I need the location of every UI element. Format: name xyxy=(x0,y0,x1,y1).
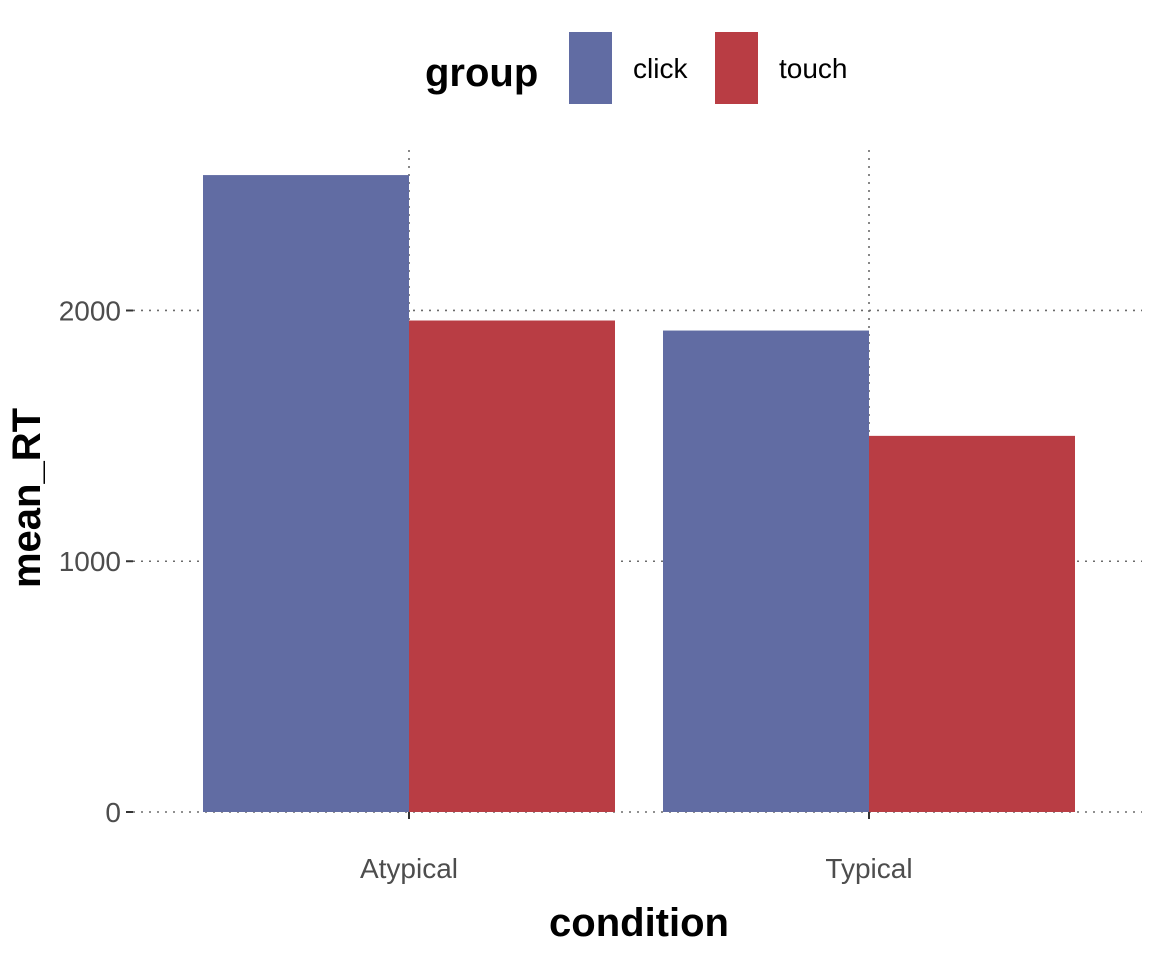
bar-touch-atypical xyxy=(409,320,615,812)
plot-panel xyxy=(133,150,1142,813)
y-tick-label: 2000 xyxy=(59,295,121,326)
legend-label-touch: touch xyxy=(779,53,848,84)
y-tick-label: 0 xyxy=(105,797,121,828)
legend-items: click touch xyxy=(569,32,848,104)
legend: group click touch xyxy=(425,32,848,104)
x-tick-label: Typical xyxy=(825,853,912,884)
legend-title: group xyxy=(425,51,538,95)
bar-click-typical xyxy=(663,330,869,812)
y-tick-label: 1000 xyxy=(59,546,121,577)
bars xyxy=(203,175,1075,813)
x-tick-label: Atypical xyxy=(360,853,458,884)
y-axis-title: mean_RT xyxy=(5,408,49,588)
legend-key-click xyxy=(569,32,612,104)
x-axis-title: condition xyxy=(549,901,729,945)
x-axis: Atypical Typical xyxy=(360,812,913,884)
bar-touch-typical xyxy=(869,435,1075,812)
legend-label-click: click xyxy=(633,53,688,84)
y-axis: 0 1000 2000 xyxy=(59,295,133,828)
legend-key-touch xyxy=(715,32,758,104)
bar-click-atypical xyxy=(203,175,409,813)
